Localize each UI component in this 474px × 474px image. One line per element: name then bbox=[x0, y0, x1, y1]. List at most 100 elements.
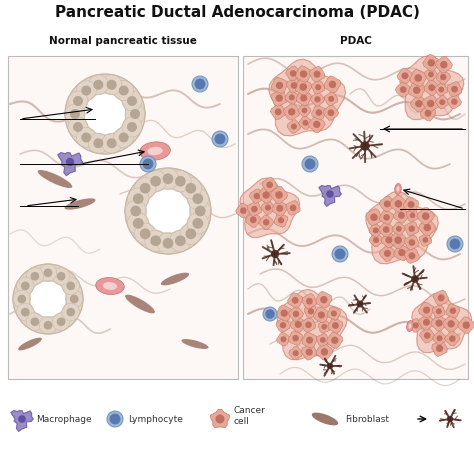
Circle shape bbox=[401, 73, 409, 79]
Circle shape bbox=[84, 93, 126, 135]
Polygon shape bbox=[318, 320, 330, 333]
Circle shape bbox=[302, 120, 309, 126]
Circle shape bbox=[170, 171, 191, 192]
Circle shape bbox=[438, 294, 445, 301]
Circle shape bbox=[65, 74, 145, 154]
Circle shape bbox=[288, 108, 295, 116]
Circle shape bbox=[133, 193, 144, 204]
Circle shape bbox=[150, 236, 161, 246]
Polygon shape bbox=[286, 78, 301, 93]
Circle shape bbox=[57, 318, 65, 326]
Circle shape bbox=[62, 303, 80, 321]
Circle shape bbox=[439, 99, 445, 105]
Circle shape bbox=[102, 75, 122, 95]
Circle shape bbox=[66, 158, 74, 166]
Circle shape bbox=[107, 80, 117, 90]
Polygon shape bbox=[419, 233, 432, 246]
Circle shape bbox=[66, 282, 75, 290]
Polygon shape bbox=[262, 177, 277, 192]
Circle shape bbox=[422, 237, 428, 243]
Circle shape bbox=[450, 308, 456, 314]
Polygon shape bbox=[447, 94, 462, 109]
Circle shape bbox=[76, 128, 96, 147]
Circle shape bbox=[291, 82, 297, 89]
Circle shape bbox=[293, 310, 299, 317]
Circle shape bbox=[328, 96, 334, 102]
Polygon shape bbox=[302, 293, 317, 309]
Polygon shape bbox=[240, 178, 300, 237]
Polygon shape bbox=[295, 65, 312, 82]
Circle shape bbox=[157, 168, 179, 190]
Circle shape bbox=[413, 322, 419, 328]
Circle shape bbox=[308, 308, 314, 314]
Circle shape bbox=[114, 128, 134, 147]
Circle shape bbox=[175, 236, 186, 246]
Circle shape bbox=[306, 298, 313, 305]
Polygon shape bbox=[298, 104, 311, 117]
Polygon shape bbox=[419, 314, 435, 330]
Circle shape bbox=[383, 226, 390, 233]
Circle shape bbox=[424, 224, 431, 231]
Polygon shape bbox=[285, 91, 299, 104]
Polygon shape bbox=[327, 332, 343, 348]
Circle shape bbox=[447, 320, 455, 328]
Polygon shape bbox=[311, 81, 325, 94]
Circle shape bbox=[215, 134, 226, 145]
Polygon shape bbox=[435, 56, 453, 73]
Circle shape bbox=[373, 228, 379, 234]
Polygon shape bbox=[210, 409, 230, 428]
Polygon shape bbox=[457, 317, 474, 334]
Polygon shape bbox=[312, 105, 326, 120]
Polygon shape bbox=[379, 196, 395, 212]
Polygon shape bbox=[328, 318, 343, 333]
Polygon shape bbox=[289, 346, 303, 360]
Circle shape bbox=[93, 80, 103, 90]
Circle shape bbox=[289, 94, 295, 100]
Circle shape bbox=[385, 237, 392, 244]
Polygon shape bbox=[390, 195, 407, 212]
Circle shape bbox=[266, 182, 273, 188]
Polygon shape bbox=[301, 344, 317, 360]
Circle shape bbox=[88, 133, 109, 153]
Circle shape bbox=[449, 238, 460, 249]
Circle shape bbox=[39, 317, 57, 334]
Polygon shape bbox=[366, 191, 438, 264]
Polygon shape bbox=[324, 92, 338, 106]
Polygon shape bbox=[283, 103, 300, 120]
Circle shape bbox=[321, 348, 328, 356]
Polygon shape bbox=[299, 116, 312, 129]
Polygon shape bbox=[317, 333, 329, 346]
Bar bbox=[8, 56, 238, 379]
Circle shape bbox=[275, 94, 283, 102]
Circle shape bbox=[302, 156, 318, 172]
Circle shape bbox=[409, 252, 415, 259]
Polygon shape bbox=[261, 201, 275, 215]
Circle shape bbox=[66, 308, 75, 317]
Polygon shape bbox=[276, 305, 292, 321]
Circle shape bbox=[409, 226, 415, 232]
Circle shape bbox=[180, 177, 201, 199]
Circle shape bbox=[436, 309, 442, 314]
Polygon shape bbox=[290, 317, 306, 332]
Polygon shape bbox=[424, 80, 439, 95]
Circle shape bbox=[280, 322, 286, 328]
Circle shape bbox=[332, 246, 348, 262]
Circle shape bbox=[68, 91, 88, 111]
Circle shape bbox=[451, 86, 458, 92]
Circle shape bbox=[135, 223, 156, 245]
Circle shape bbox=[331, 310, 337, 317]
Circle shape bbox=[449, 335, 456, 342]
Circle shape bbox=[278, 217, 284, 223]
Polygon shape bbox=[328, 307, 340, 320]
Polygon shape bbox=[417, 208, 435, 225]
Circle shape bbox=[306, 348, 313, 356]
Polygon shape bbox=[277, 290, 347, 360]
Polygon shape bbox=[380, 210, 393, 225]
Circle shape bbox=[400, 86, 407, 93]
Circle shape bbox=[281, 310, 288, 317]
Circle shape bbox=[73, 96, 83, 106]
Ellipse shape bbox=[37, 170, 73, 188]
Circle shape bbox=[263, 219, 269, 226]
Circle shape bbox=[410, 212, 415, 219]
Circle shape bbox=[125, 104, 145, 124]
